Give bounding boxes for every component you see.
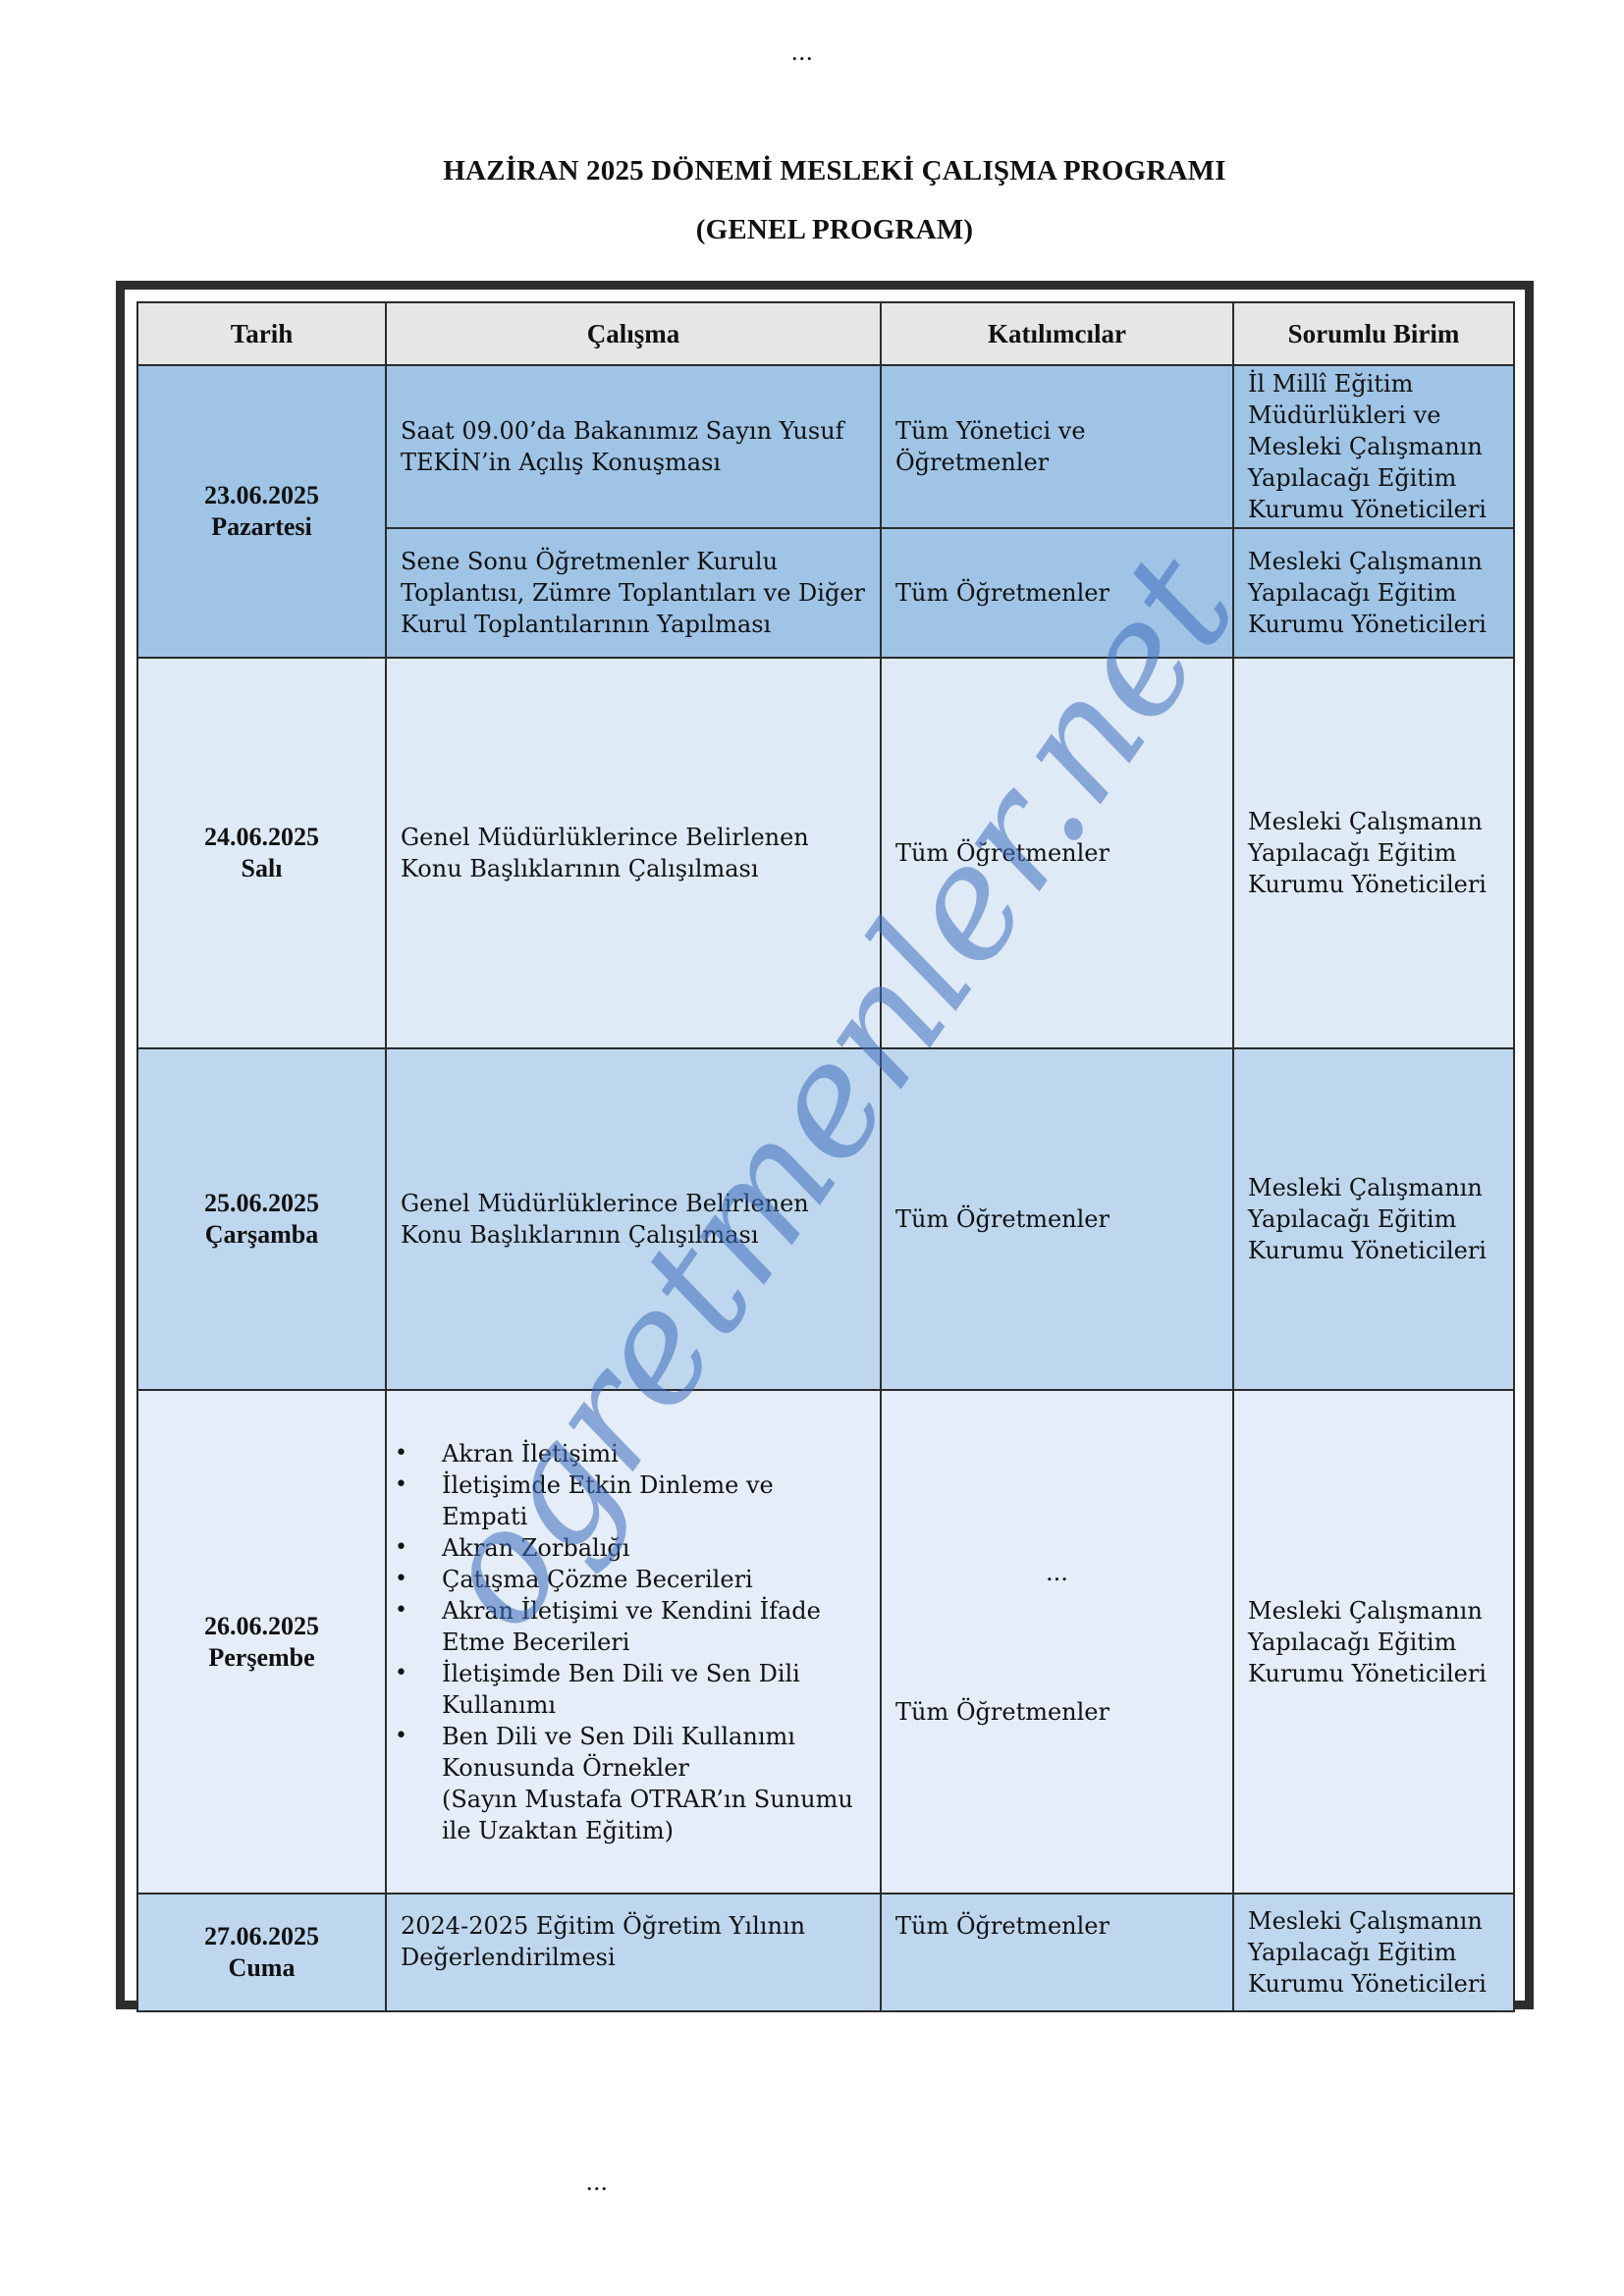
date-cell: 27.06.2025 Cuma <box>136 1893 387 2012</box>
date-text: 25.06.2025 <box>204 1189 319 1217</box>
participants-cell: Tüm Öğretmenler <box>880 1893 1234 2012</box>
table-frame: Tarih Çalışma Katılımcılar Sorumlu Birim… <box>116 281 1534 2012</box>
list-item: Akran Zorbalığı <box>395 1532 866 1564</box>
date-text: 24.06.2025 <box>204 823 319 851</box>
responsible-cell: Mesleki Çalışmanın Yapılacağı Eğitim Kur… <box>1232 657 1515 1049</box>
work-cell: Genel Müdürlüklerince Belirlenen Konu Ba… <box>385 1047 882 1391</box>
date-cell: 25.06.2025 Çarşamba <box>136 1047 387 1391</box>
page-title: HAZİRAN 2025 DÖNEMİ MESLEKİ ÇALIŞMA PROG… <box>443 155 1226 187</box>
date-cell: 24.06.2025 Salı <box>136 657 387 1049</box>
work-cell: 2024-2025 Eğitim Öğretim Yılının Değerle… <box>385 1893 882 2012</box>
participants-cell: ... Tüm Öğretmenler <box>880 1389 1234 1895</box>
header-work: Çalışma <box>385 301 882 366</box>
date-cell: 23.06.2025 Pazartesi <box>136 364 387 659</box>
responsible-cell: Mesleki Çalışmanın Yapılacağı Eğitim Kur… <box>1232 1893 1515 2012</box>
day-text: Cuma <box>228 1953 296 1982</box>
table-row: 23.06.2025 Pazartesi Saat 09.00’da Bakan… <box>136 364 1515 659</box>
program-table: Tarih Çalışma Katılımcılar Sorumlu Birim… <box>136 301 1515 2012</box>
work-cell: Saat 09.00’da Bakanımız Sayın Yusuf TEKİ… <box>385 364 882 529</box>
list-item: Akran İletişimi ve Kendini İfade Etme Be… <box>395 1595 866 1658</box>
day-text: Perşembe <box>208 1642 315 1672</box>
list-item: Çatışma Çözme Becerileri <box>395 1564 866 1595</box>
header-participants: Katılımcılar <box>880 301 1234 366</box>
table-row: 26.06.2025 Perşembe Akran İletişimi İlet… <box>136 1389 1515 1895</box>
table-row: 25.06.2025 Çarşamba Genel Müdürlüklerinc… <box>136 1047 1515 1391</box>
table-header-row: Tarih Çalışma Katılımcılar Sorumlu Birim <box>136 301 1515 366</box>
date-text: 26.06.2025 <box>204 1611 319 1640</box>
work-cell: Akran İletişimi İletişimde Etkin Dinleme… <box>385 1389 882 1895</box>
participants-cell: Tüm Öğretmenler <box>880 657 1234 1049</box>
responsible-cell: İl Millî Eğitim Müdürlükleri ve Mesleki … <box>1232 364 1515 529</box>
date-cell: 26.06.2025 Perşembe <box>136 1389 387 1895</box>
topic-list: Akran İletişimi İletişimde Etkin Dinleme… <box>395 1438 866 1846</box>
responsible-cell: Mesleki Çalışmanın Yapılacağı Eğitim Kur… <box>1232 1047 1515 1391</box>
header-date: Tarih <box>136 301 387 366</box>
participants-text: Tüm Öğretmenler <box>895 1697 1110 1726</box>
topic-note: (Sayın Mustafa OTRAR’ın Sunumu ile Uzakt… <box>442 1785 853 1844</box>
day-text: Salı <box>241 854 283 882</box>
responsible-cell: Mesleki Çalışmanın Yapılacağı Eğitim Kur… <box>1232 1389 1515 1895</box>
work-cell: Sene Sonu Öğretmenler Kurulu Toplantısı,… <box>385 527 882 659</box>
date-text: 23.06.2025 <box>204 481 319 509</box>
day-text: Pazartesi <box>211 512 312 541</box>
list-item: İletişimde Ben Dili ve Sen Dili Kullanım… <box>395 1658 866 1721</box>
work-cell: Genel Müdürlüklerince Belirlenen Konu Ba… <box>385 657 882 1049</box>
table-row: 24.06.2025 Salı Genel Müdürlüklerince Be… <box>136 657 1515 1049</box>
page-subtitle: (GENEL PROGRAM) <box>695 214 974 245</box>
responsible-cell: Mesleki Çalışmanın Yapılacağı Eğitim Kur… <box>1232 527 1515 659</box>
date-text: 27.06.2025 <box>204 1922 319 1950</box>
table-row: Sene Sonu Öğretmenler Kurulu Toplantısı,… <box>137 527 1515 659</box>
day-text: Çarşamba <box>204 1220 319 1249</box>
list-item: İletişimde Etkin Dinleme ve Empati <box>395 1469 866 1532</box>
footer-ellipsis: ... <box>586 2167 609 2196</box>
participants-cell: Tüm Öğretmenler <box>880 1047 1234 1391</box>
participants-cell: Tüm Yönetici ve Öğretmenler <box>880 364 1234 529</box>
list-item: Ben Dili ve Sen Dili Kullanımı Konusunda… <box>395 1721 866 1784</box>
participants-cell: Tüm Öğretmenler <box>880 527 1234 659</box>
header-responsible: Sorumlu Birim <box>1232 301 1515 366</box>
table-row: 27.06.2025 Cuma 2024-2025 Eğitim Öğretim… <box>136 1893 1515 2012</box>
header-ellipsis: ... <box>791 37 814 66</box>
list-item: Akran İletişimi <box>395 1438 866 1469</box>
participants-ellipsis: ... <box>1046 1558 1068 1586</box>
